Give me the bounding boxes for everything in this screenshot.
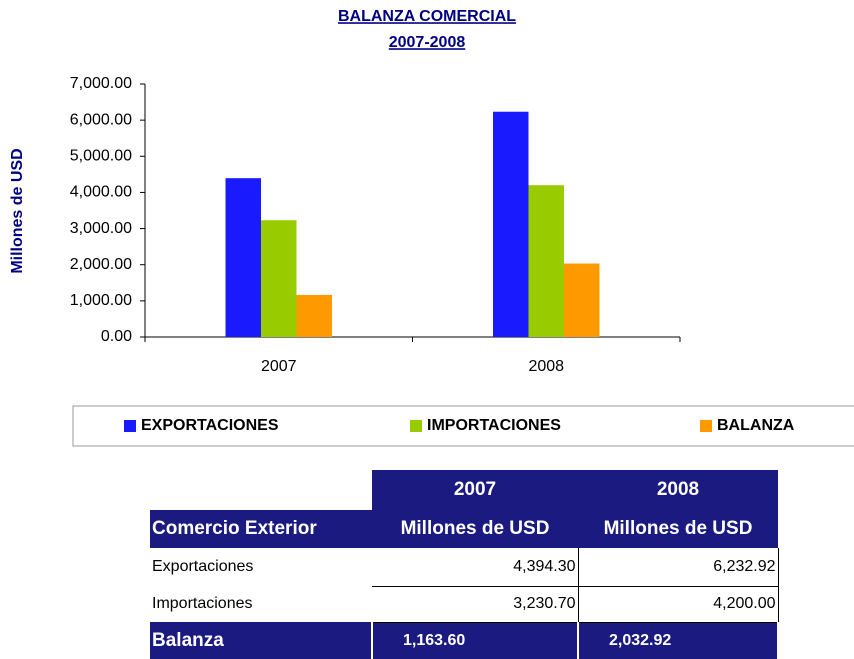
data-table: 2007 2008 Comercio Exterior Millones de …: [150, 470, 780, 659]
total-cell: 1,163.60: [371, 622, 578, 659]
y-tick-label: 5,000.00: [70, 148, 132, 165]
y-axis-label: Millones de USD: [9, 148, 26, 273]
y-tick-label: 3,000.00: [70, 220, 132, 237]
legend-label: IMPORTACIONES: [427, 417, 561, 434]
bar: [528, 185, 564, 337]
header-cell: 2008: [578, 470, 778, 510]
y-tick-label: 2,000.00: [70, 256, 132, 273]
header-cell: Millones de USD: [578, 510, 778, 548]
y-tick-label: 1,000.00: [70, 292, 132, 309]
cell: 3,230.70: [372, 586, 579, 623]
cell: 6,232.92: [578, 548, 779, 587]
bar: [261, 220, 297, 337]
y-tick-label: 0.00: [101, 328, 132, 345]
row-label: Exportaciones: [152, 558, 254, 575]
y-tick-label: 4,000.00: [70, 184, 132, 201]
x-tick-label: 2007: [261, 358, 297, 375]
header-cell: Millones de USD: [372, 510, 578, 548]
bar: [493, 111, 529, 338]
total-label: Balanza: [150, 622, 372, 659]
bar: [296, 294, 332, 337]
bar: [564, 263, 600, 337]
legend-box: [72, 405, 854, 447]
chart-title: BALANZA COMERCIAL: [338, 8, 516, 25]
legend-swatch: [124, 420, 136, 432]
cell: 4,200.00: [578, 586, 779, 623]
row-label: Importaciones: [152, 595, 253, 612]
chart: BALANZA COMERCIAL 2007-2008 Millones de …: [9, 8, 854, 447]
legend-label: BALANZA: [717, 417, 795, 434]
legend-swatch: [700, 420, 712, 432]
cell: 4,394.30: [372, 548, 579, 587]
bar: [225, 178, 261, 337]
total-cell: 2,032.92: [577, 622, 780, 659]
header-cell: Comercio Exterior: [150, 510, 372, 548]
y-tick-label: 7,000.00: [70, 75, 132, 92]
legend-swatch: [410, 420, 422, 432]
y-tick-label: 6,000.00: [70, 111, 132, 128]
chart-subtitle: 2007-2008: [389, 34, 466, 51]
legend-label: EXPORTACIONES: [141, 417, 279, 434]
blank-cell: [150, 470, 372, 510]
header-cell: 2007: [372, 470, 578, 510]
x-tick-label: 2008: [528, 358, 564, 375]
